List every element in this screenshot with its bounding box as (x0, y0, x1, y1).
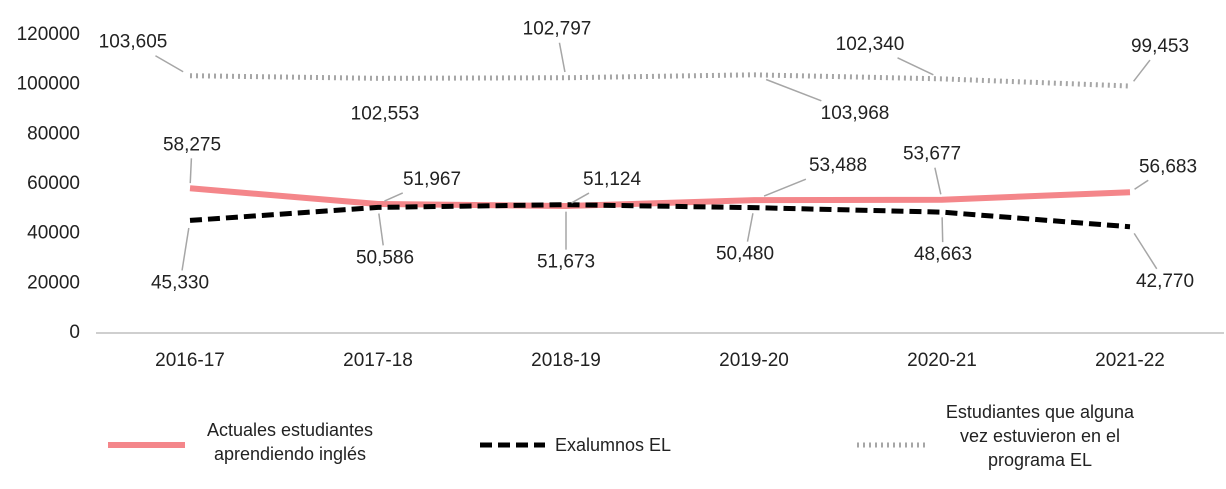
leader-line (897, 57, 934, 76)
data-label: 51,967 (403, 169, 461, 190)
y-tick-label: 60000 (27, 173, 80, 194)
data-label: 99,453 (1131, 36, 1189, 57)
data-label: 51,124 (583, 169, 642, 190)
data-label: 45,330 (151, 272, 209, 293)
leader-line (763, 178, 807, 197)
leader-line (155, 55, 184, 73)
data-label: 102,340 (836, 34, 905, 55)
leader-line (384, 192, 404, 202)
data-label: 103,968 (821, 103, 890, 124)
y-tick-label: 20000 (27, 272, 80, 293)
x-tick-label: 2020-21 (907, 350, 977, 371)
legend-label: Estudiantes que alguna vez estuvieron en… (945, 402, 1135, 470)
series-line (189, 72, 1131, 89)
legend-label: Actuales estudiantes aprendiendo inglés (206, 420, 374, 464)
x-tick-label: 2021-22 (1095, 350, 1165, 371)
data-label: 53,488 (809, 155, 867, 176)
leader-line (189, 158, 193, 184)
y-tick-label: 100000 (17, 74, 80, 95)
data-label: 51,673 (537, 252, 595, 273)
leader-line (765, 78, 822, 102)
x-tick-label: 2017-18 (343, 350, 413, 371)
leader-line (746, 213, 754, 242)
data-label: 50,480 (716, 244, 774, 265)
leader-line (558, 42, 566, 73)
y-tick-label: 0 (69, 322, 80, 343)
y-tick-label: 40000 (27, 223, 80, 244)
series-line (189, 202, 1131, 230)
leader-line (1134, 179, 1149, 190)
data-label: 103,605 (99, 32, 168, 53)
data-label: 102,553 (351, 103, 420, 124)
x-tick-label: 2018-19 (531, 350, 601, 371)
data-label: 42,770 (1136, 271, 1194, 292)
y-tick-label: 120000 (17, 24, 80, 45)
x-tick-label: 2016-17 (155, 350, 225, 371)
data-label: 53,677 (903, 144, 961, 165)
legend-label: Exalumnos EL (555, 435, 672, 455)
leader-line (378, 213, 384, 246)
x-tick-label: 2019-20 (719, 350, 789, 371)
leader-line (934, 167, 942, 195)
data-label: 48,663 (914, 244, 972, 265)
data-label: 102,797 (523, 19, 592, 40)
leader-line (181, 227, 190, 271)
data-label: 58,275 (163, 134, 221, 155)
series-line (189, 185, 1131, 210)
leader-line (1133, 232, 1158, 270)
leader-line (571, 192, 590, 204)
leader-line (941, 217, 944, 243)
y-tick-label: 80000 (27, 123, 80, 144)
leader-line (1133, 59, 1151, 82)
data-label: 50,586 (356, 247, 414, 268)
data-label: 56,683 (1139, 156, 1197, 177)
